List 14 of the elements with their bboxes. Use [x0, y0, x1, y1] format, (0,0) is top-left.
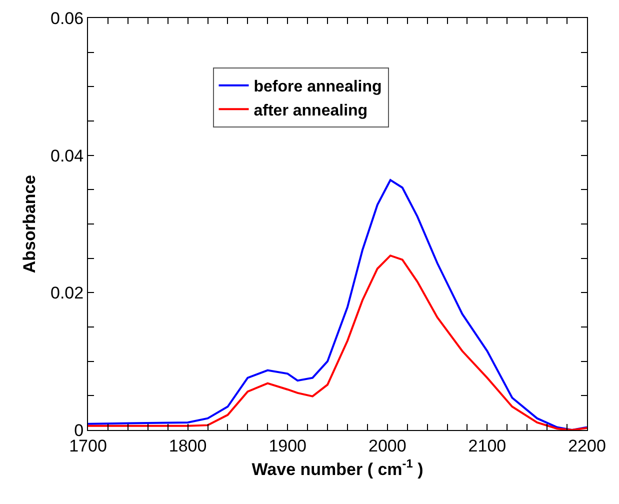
x-tick-label: 2100	[468, 436, 506, 456]
x-tick-label: 1800	[168, 436, 207, 456]
x-axis-title: Wave number ( cm$^{-1}$ )	[252, 456, 424, 479]
y-tick-label: 0.06	[50, 8, 84, 28]
x-tick-label: 2000	[368, 436, 406, 456]
y-tick-label: 0.02	[50, 284, 84, 303]
x-tick-label: 2200	[568, 436, 606, 456]
y-axis-title: Absorbance	[20, 174, 40, 274]
line-series	[88, 179, 587, 430]
y-tick-label: 0.04	[50, 146, 84, 166]
legend-label: after annealing	[254, 102, 368, 120]
line-series	[88, 254, 587, 430]
legend-label: before annealing	[254, 78, 382, 96]
x-tick-label: 1900	[268, 436, 307, 456]
